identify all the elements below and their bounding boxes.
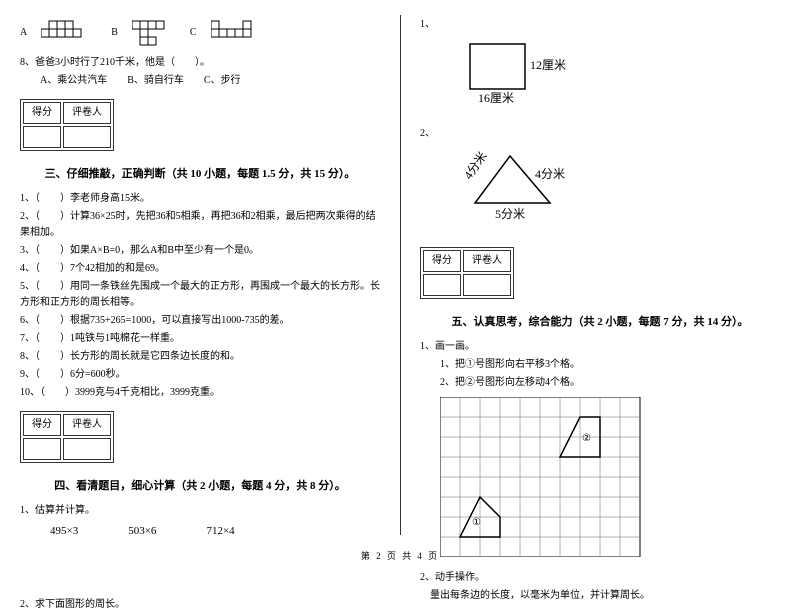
draw-title: 1、画一画。 [420,339,780,355]
calc-1: 495×3 [50,523,78,541]
shape-options: A B C [20,19,380,47]
section3-title: 三、仔细推敲，正确判断（共 10 小题，每题 1.5 分，共 15 分）。 [20,166,380,184]
calc-title: 1、估算并计算。 [20,503,380,519]
fig1-side1-svg: 12厘米 [530,58,566,72]
score-label: 得分 [23,414,61,436]
option-b-label: B [111,25,118,41]
q2-perimeter: 2、求下面图形的周长。 [20,597,380,613]
grid-figure: ② ① [440,397,780,564]
grid-label2-svg: ② [582,433,591,444]
fig2-num: 2、 [420,126,780,142]
judge-2: 2、（ ）计算36×25时，先把36和5相乘，再把36和2相乘，最后把两次乘得的… [20,209,380,241]
marker-label: 评卷人 [63,414,111,436]
option-c-label: C [190,25,197,41]
score-box-4: 得分 评卷人 [20,411,114,463]
figure-square: 12厘米 16厘米 [440,39,780,116]
score-label: 得分 [423,250,461,272]
shape-a [41,19,101,47]
figure-triangle: 4分米 4分米 5分米 [440,148,780,230]
hands-title: 2、动手操作。 [420,570,780,586]
q8-options: A、乘公共汽车 B、骑自行车 C、步行 [20,73,380,89]
draw-sub2: 2、把②号图形向左移动4个格。 [420,375,780,391]
marker-label: 评卷人 [63,102,111,124]
score-box-3: 得分 评卷人 [20,99,114,151]
fig2-side2-svg: 4分米 [535,167,565,181]
calc-3: 712×4 [206,523,234,541]
judge-8: 8、（ ）长方形的周长就是它四条边长度的和。 [20,349,380,365]
fig1-num: 1、 [420,17,780,33]
section5-title: 五、认真思考，综合能力（共 2 小题，每题 7 分，共 14 分）。 [420,314,780,332]
judge-6: 6、（ ）根据735+265=1000，可以直接写出1000-735的差。 [20,313,380,329]
fig2-side1-svg: 4分米 [461,149,490,182]
section4-title: 四、看清题目，细心计算（共 2 小题，每题 4 分，共 8 分）。 [20,478,380,496]
judge-5: 5、（ ）用同一条铁丝先围成一个最大的正方形，再围成一个最大的长方形。长方形和正… [20,279,380,311]
score-box-5: 得分 评卷人 [420,247,514,299]
q8-text: 8、爸爸3小时行了210千米，他是（ ）。 [20,55,380,71]
judge-7: 7、（ ）1吨铁与1吨棉花一样重。 [20,331,380,347]
grid-label1-svg: ① [472,517,481,528]
judge-4: 4、（ ）7个42相加的和是69。 [20,261,380,277]
draw-sub1: 1、把①号图形向右平移3个格。 [420,357,780,373]
calc-row: 495×3 503×6 712×4 [20,523,380,541]
judge-3: 3、（ ）如果A×B=0，那么A和B中至少有一个是0。 [20,243,380,259]
score-label: 得分 [23,102,61,124]
calc-2: 503×6 [128,523,156,541]
judge-10: 10、（ ）3999克与4千克相比，3999克重。 [20,385,380,401]
judge-9: 9、（ ）6分=600秒。 [20,367,380,383]
shape-b [132,19,180,47]
fig2-base-svg: 5分米 [495,207,525,221]
hands-sub: 量出每条边的长度，以毫米为单位，并计算周长。 [420,588,780,604]
shape-c [211,19,271,47]
marker-label: 评卷人 [463,250,511,272]
judge-1: 1、（ ）李老师身高15米。 [20,191,380,207]
fig1-side2-svg: 16厘米 [478,91,514,105]
option-a-label: A [20,25,27,41]
